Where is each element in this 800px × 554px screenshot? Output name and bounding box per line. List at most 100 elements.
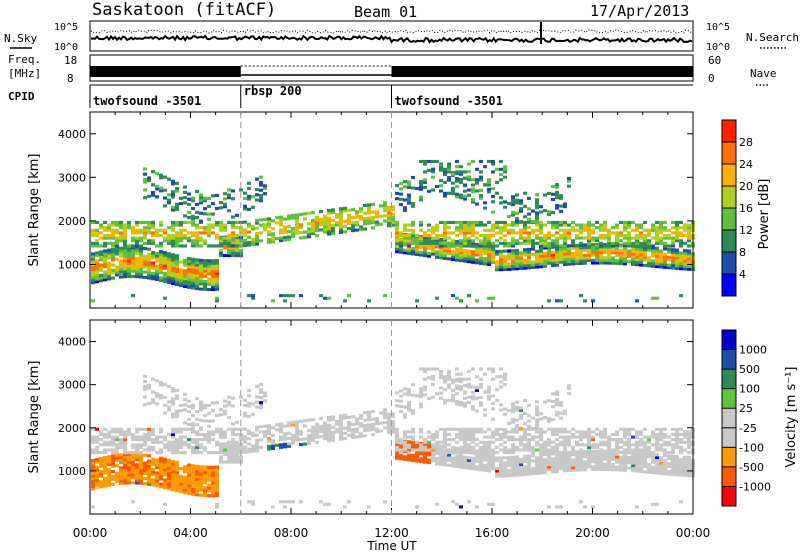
velocity-cell (571, 432, 575, 437)
velocity-cell (479, 455, 483, 459)
power-cell (439, 220, 443, 225)
velocity-cell (439, 454, 443, 459)
velocity-cell (643, 440, 647, 444)
velocity-cell (635, 430, 639, 434)
power-cell (139, 231, 143, 235)
x-axis-label: Time UT (366, 539, 417, 553)
power-cell (467, 254, 471, 258)
velocity-cell (675, 445, 679, 449)
power-cell (335, 213, 339, 217)
power-cell (219, 239, 223, 243)
power-cell (587, 253, 591, 257)
velocity-cell (395, 404, 399, 408)
power-cell (383, 209, 387, 213)
velocity-cell (227, 460, 231, 464)
velocity-cell (567, 435, 571, 439)
power-cell (547, 256, 551, 260)
power-cell (679, 220, 683, 225)
velocity-cell (411, 383, 415, 387)
power-cell (443, 167, 447, 171)
velocity-cell (583, 462, 587, 467)
velocity-cell (655, 455, 659, 460)
velocity-cell (431, 453, 435, 457)
velocity-cell (215, 505, 219, 509)
power-cell (587, 251, 591, 255)
power-cell (395, 231, 399, 235)
velocity-cell (107, 468, 111, 472)
velocity-cell (443, 452, 447, 457)
power-cell (215, 274, 219, 278)
power-cell (519, 261, 523, 265)
power-cell (407, 236, 411, 240)
power-cell (231, 231, 235, 235)
velocity-cell (263, 399, 267, 403)
power-cell (155, 270, 159, 274)
power-cell (675, 223, 679, 227)
velocity-cell (375, 422, 379, 426)
power-cell (579, 236, 583, 240)
power-cell (311, 226, 315, 230)
power-cell (659, 226, 663, 230)
velocity-cell (175, 430, 179, 434)
power-cell (215, 193, 219, 197)
velocity-cell (527, 438, 531, 442)
power-cell (475, 253, 479, 257)
velocity-cell (171, 445, 175, 449)
velocity-cell (383, 500, 387, 504)
power-cell (579, 228, 583, 232)
velocity-cell (163, 435, 167, 439)
power-cell (171, 233, 175, 238)
power-cell (371, 226, 375, 230)
velocity-cell (123, 460, 127, 464)
velocity-cell (199, 418, 203, 422)
velocity-cell (407, 445, 411, 449)
velocity-cell (411, 458, 415, 462)
velocity-cell (511, 410, 515, 414)
velocity-cell (135, 435, 139, 439)
velocity-cell (335, 420, 339, 424)
velocity-cell (511, 463, 515, 467)
velocity-cell (99, 443, 103, 447)
velocity-cell (599, 430, 603, 434)
velocity-cell (215, 413, 219, 418)
velocity-cell (187, 409, 191, 414)
power-cell (635, 223, 639, 227)
power-cell (207, 269, 211, 273)
velocity-cell (243, 437, 247, 441)
power-cell (675, 228, 679, 232)
power-cell (591, 228, 595, 232)
velocity-cell (491, 432, 495, 437)
power-cell (231, 246, 235, 250)
velocity-cell (119, 461, 123, 465)
power-cell (499, 249, 503, 253)
power-cell (635, 260, 639, 264)
power-cell (507, 254, 511, 258)
velocity-cell (179, 430, 183, 434)
velocity-cell (511, 407, 515, 411)
velocity-cell (567, 466, 571, 470)
power-cell (651, 254, 655, 258)
velocity-cell (443, 443, 447, 447)
power-cell (227, 209, 231, 213)
power-cell (659, 239, 663, 243)
velocity-cell (495, 375, 499, 379)
power-cell (611, 226, 615, 230)
velocity-cell (427, 435, 431, 439)
velocity-cell (419, 445, 423, 449)
power-cell (295, 215, 299, 220)
power-cell (659, 254, 663, 259)
power-cell (315, 215, 319, 219)
power-cell (227, 193, 231, 197)
power-cell (123, 256, 127, 260)
power-cell (491, 247, 495, 251)
power-cell (619, 233, 623, 238)
velocity-cell (127, 473, 131, 477)
velocity-cell (519, 406, 523, 410)
velocity-cell (667, 464, 671, 468)
power-cell (135, 239, 139, 243)
power-cell (571, 241, 575, 245)
power-cell (327, 216, 331, 220)
velocity-cell (547, 448, 551, 452)
power-cell (359, 228, 363, 232)
